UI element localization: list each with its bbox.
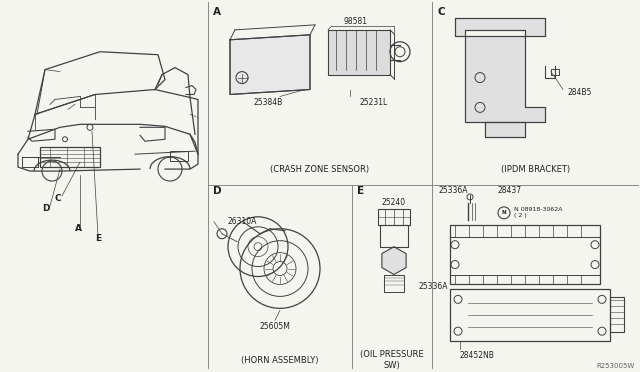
Bar [610,297,624,332]
Text: 25605M: 25605M [260,322,291,331]
Text: N: N [502,210,506,215]
Bar [170,151,188,161]
Text: N 08918-3062A
( 2 ): N 08918-3062A ( 2 ) [514,208,563,218]
Text: D: D [213,186,221,196]
Text: (HORN ASSEMBLY): (HORN ASSEMBLY) [241,356,319,365]
Bar [378,209,410,225]
Text: 25240: 25240 [382,198,406,208]
Bar [450,225,600,285]
Polygon shape [465,36,545,122]
Bar [384,275,404,292]
Text: 28437: 28437 [498,186,522,195]
Polygon shape [382,247,406,275]
Text: C: C [437,7,445,17]
Text: 98581: 98581 [343,17,367,26]
Bar [450,289,610,341]
Text: (CRASH ZONE SENSOR): (CRASH ZONE SENSOR) [271,164,369,174]
Text: 25384B: 25384B [253,98,283,107]
Text: D: D [42,204,50,214]
Text: A: A [213,7,221,17]
Text: E: E [95,234,101,243]
Text: C: C [54,195,61,203]
Text: (OIL PRESSURE
SW): (OIL PRESSURE SW) [360,350,424,370]
Bar [40,147,100,167]
Text: 25336A: 25336A [438,186,468,195]
Polygon shape [455,18,545,36]
Text: 26310A: 26310A [227,217,257,226]
Text: (IPDM BRACKET): (IPDM BRACKET) [501,164,571,174]
Text: E: E [357,186,364,196]
Bar [551,68,559,75]
Polygon shape [485,122,525,137]
Text: A: A [74,224,81,233]
Text: 25336A: 25336A [419,282,448,291]
Text: R253005W: R253005W [596,363,635,369]
Text: 25231L: 25231L [360,98,388,107]
Text: 28452NB: 28452NB [460,350,495,360]
Bar [380,225,408,247]
Polygon shape [230,35,310,94]
Polygon shape [328,30,390,75]
Bar [22,157,38,167]
Text: 284B5: 284B5 [567,88,591,97]
